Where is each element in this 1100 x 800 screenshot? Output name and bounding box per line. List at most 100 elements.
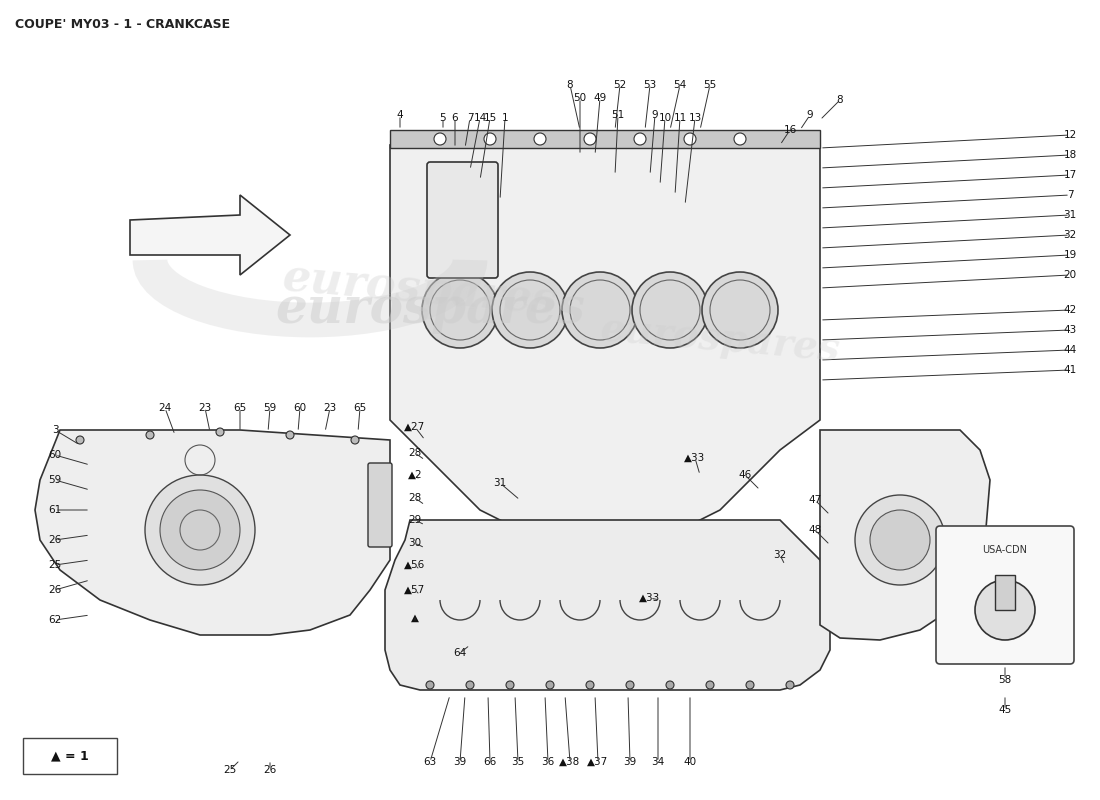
Text: 6: 6 xyxy=(452,113,459,123)
Text: 16: 16 xyxy=(783,125,796,135)
Circle shape xyxy=(634,133,646,145)
Text: 39: 39 xyxy=(453,757,466,767)
Circle shape xyxy=(286,431,294,439)
Text: 12: 12 xyxy=(1064,130,1077,140)
Text: COUPE' MY03 - 1 - CRANKCASE: COUPE' MY03 - 1 - CRANKCASE xyxy=(15,18,230,31)
Circle shape xyxy=(484,133,496,145)
Circle shape xyxy=(546,681,554,689)
Text: 53: 53 xyxy=(644,80,657,90)
Text: 34: 34 xyxy=(651,757,664,767)
Circle shape xyxy=(145,475,255,585)
Text: 52: 52 xyxy=(614,80,627,90)
Text: 49: 49 xyxy=(593,93,606,103)
Text: 25: 25 xyxy=(223,765,236,775)
Text: 31: 31 xyxy=(1064,210,1077,220)
Text: ▲38: ▲38 xyxy=(560,757,581,767)
Circle shape xyxy=(146,431,154,439)
Circle shape xyxy=(216,428,224,436)
Text: 18: 18 xyxy=(1064,150,1077,160)
Circle shape xyxy=(76,436,84,444)
Text: 28: 28 xyxy=(408,448,421,458)
FancyBboxPatch shape xyxy=(23,738,117,774)
Circle shape xyxy=(855,495,945,585)
Text: 26: 26 xyxy=(263,765,276,775)
Text: 7: 7 xyxy=(466,113,473,123)
Text: 32: 32 xyxy=(1064,230,1077,240)
Text: 42: 42 xyxy=(1064,305,1077,315)
Text: 23: 23 xyxy=(198,403,211,413)
Circle shape xyxy=(734,133,746,145)
Text: 43: 43 xyxy=(1064,325,1077,335)
Polygon shape xyxy=(390,130,820,148)
Bar xyxy=(996,575,1015,610)
Text: 46: 46 xyxy=(738,470,751,480)
Text: 44: 44 xyxy=(1064,345,1077,355)
Text: 66: 66 xyxy=(483,757,496,767)
Text: 55: 55 xyxy=(703,80,716,90)
Text: 41: 41 xyxy=(1064,365,1077,375)
Text: 61: 61 xyxy=(48,505,62,515)
Text: 26: 26 xyxy=(48,535,62,545)
Text: 60: 60 xyxy=(48,450,62,460)
Text: 48: 48 xyxy=(808,525,822,535)
Circle shape xyxy=(746,681,754,689)
Text: 51: 51 xyxy=(612,110,625,120)
Text: ▲2: ▲2 xyxy=(408,470,422,480)
Text: ▲33: ▲33 xyxy=(684,453,705,463)
Text: 54: 54 xyxy=(673,80,686,90)
Text: 65: 65 xyxy=(233,403,246,413)
Circle shape xyxy=(666,681,674,689)
FancyBboxPatch shape xyxy=(368,463,392,547)
Circle shape xyxy=(684,133,696,145)
Circle shape xyxy=(586,681,594,689)
Text: 26: 26 xyxy=(48,585,62,595)
Text: 31: 31 xyxy=(494,478,507,488)
Text: 17: 17 xyxy=(1064,170,1077,180)
Circle shape xyxy=(434,133,446,145)
Text: 8: 8 xyxy=(837,95,844,105)
Text: 30: 30 xyxy=(408,538,421,548)
Polygon shape xyxy=(390,145,820,550)
Text: 4: 4 xyxy=(397,110,404,120)
Text: 29: 29 xyxy=(408,515,421,525)
Text: 14: 14 xyxy=(473,113,486,123)
Circle shape xyxy=(160,490,240,570)
Text: 59: 59 xyxy=(263,403,276,413)
Text: 65: 65 xyxy=(353,403,366,413)
Text: 11: 11 xyxy=(673,113,686,123)
Circle shape xyxy=(584,133,596,145)
Text: 62: 62 xyxy=(48,615,62,625)
Text: 59: 59 xyxy=(48,475,62,485)
Text: 35: 35 xyxy=(512,757,525,767)
Text: 10: 10 xyxy=(659,113,672,123)
Text: 7: 7 xyxy=(1067,190,1074,200)
Circle shape xyxy=(506,681,514,689)
Text: 8: 8 xyxy=(566,80,573,90)
FancyBboxPatch shape xyxy=(936,526,1074,664)
Text: 1: 1 xyxy=(502,113,508,123)
Text: 23: 23 xyxy=(323,403,337,413)
Text: ▲57: ▲57 xyxy=(405,585,426,595)
Circle shape xyxy=(632,272,708,348)
Text: 47: 47 xyxy=(808,495,822,505)
Text: 63: 63 xyxy=(424,757,437,767)
Text: ▲27: ▲27 xyxy=(405,422,426,432)
Polygon shape xyxy=(35,430,390,635)
Text: ▲37: ▲37 xyxy=(587,757,608,767)
Polygon shape xyxy=(820,430,990,640)
Circle shape xyxy=(702,272,778,348)
Text: 32: 32 xyxy=(773,550,786,560)
Text: 58: 58 xyxy=(999,675,1012,685)
Text: 39: 39 xyxy=(624,757,637,767)
Text: 19: 19 xyxy=(1064,250,1077,260)
Text: 13: 13 xyxy=(689,113,702,123)
Text: 64: 64 xyxy=(453,648,466,658)
Circle shape xyxy=(426,681,434,689)
Text: 25: 25 xyxy=(48,560,62,570)
Text: ▲56: ▲56 xyxy=(405,560,426,570)
Text: ▲ = 1: ▲ = 1 xyxy=(51,750,89,762)
Text: 36: 36 xyxy=(541,757,554,767)
Text: 5: 5 xyxy=(440,113,447,123)
Text: 24: 24 xyxy=(158,403,172,413)
Circle shape xyxy=(422,272,498,348)
